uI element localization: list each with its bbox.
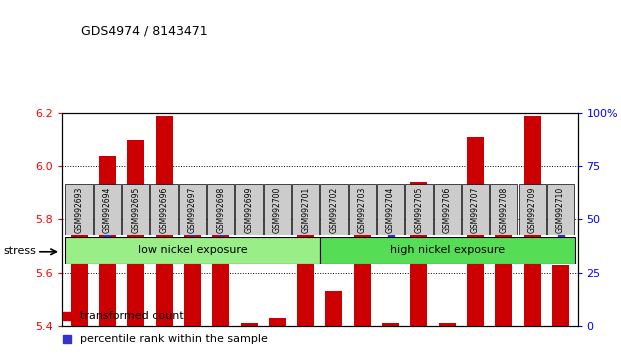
Bar — [354, 217, 371, 326]
Bar — [524, 116, 541, 326]
Bar — [71, 201, 88, 326]
Text: GSM992696: GSM992696 — [160, 187, 168, 233]
Text: GSM992693: GSM992693 — [75, 187, 84, 233]
Bar — [547, 184, 574, 235]
Bar — [325, 291, 342, 326]
Bar — [320, 184, 348, 235]
Text: GSM992694: GSM992694 — [103, 187, 112, 233]
Bar — [519, 184, 546, 235]
Bar — [65, 184, 93, 235]
Bar — [212, 230, 229, 326]
Text: GSM992699: GSM992699 — [245, 187, 253, 233]
Bar — [496, 217, 512, 326]
Text: GSM992708: GSM992708 — [499, 187, 509, 233]
Bar — [65, 237, 320, 264]
Text: GSM992700: GSM992700 — [273, 187, 282, 233]
Text: GSM992705: GSM992705 — [414, 187, 424, 233]
Bar — [207, 184, 234, 235]
Bar — [491, 184, 517, 235]
Text: low nickel exposure: low nickel exposure — [138, 245, 247, 256]
Bar — [94, 184, 121, 235]
Bar — [155, 116, 173, 326]
Bar — [292, 184, 319, 235]
Text: GSM992703: GSM992703 — [358, 187, 367, 233]
Text: GSM992702: GSM992702 — [330, 187, 338, 233]
Text: GSM992709: GSM992709 — [528, 187, 537, 233]
Bar — [462, 184, 489, 235]
Bar — [439, 323, 456, 326]
Text: GSM992706: GSM992706 — [443, 187, 451, 233]
Text: GSM992697: GSM992697 — [188, 187, 197, 233]
Bar — [127, 140, 144, 326]
Text: GSM992707: GSM992707 — [471, 187, 480, 233]
Bar — [122, 184, 149, 235]
Text: GSM992704: GSM992704 — [386, 187, 395, 233]
Bar — [406, 184, 433, 235]
Text: GDS4974 / 8143471: GDS4974 / 8143471 — [81, 25, 207, 38]
Text: high nickel exposure: high nickel exposure — [390, 245, 505, 256]
Bar — [552, 265, 569, 326]
Bar — [410, 182, 427, 326]
Bar — [184, 219, 201, 326]
Bar — [377, 184, 404, 235]
Bar — [320, 237, 574, 264]
Bar — [179, 184, 206, 235]
Bar — [269, 318, 286, 326]
Text: GSM992710: GSM992710 — [556, 187, 565, 233]
Bar — [433, 184, 461, 235]
Text: stress: stress — [3, 246, 36, 256]
Bar — [467, 137, 484, 326]
Bar — [240, 323, 258, 326]
Text: transformed count: transformed count — [80, 311, 184, 321]
Bar — [349, 184, 376, 235]
Text: percentile rank within the sample: percentile rank within the sample — [80, 334, 268, 344]
Text: GSM992695: GSM992695 — [131, 187, 140, 233]
Bar — [264, 184, 291, 235]
Text: GSM992698: GSM992698 — [216, 187, 225, 233]
Bar — [382, 323, 399, 326]
Bar — [99, 156, 116, 326]
Bar — [150, 184, 178, 235]
Bar — [235, 184, 263, 235]
Text: GSM992701: GSM992701 — [301, 187, 310, 233]
Bar — [297, 222, 314, 326]
